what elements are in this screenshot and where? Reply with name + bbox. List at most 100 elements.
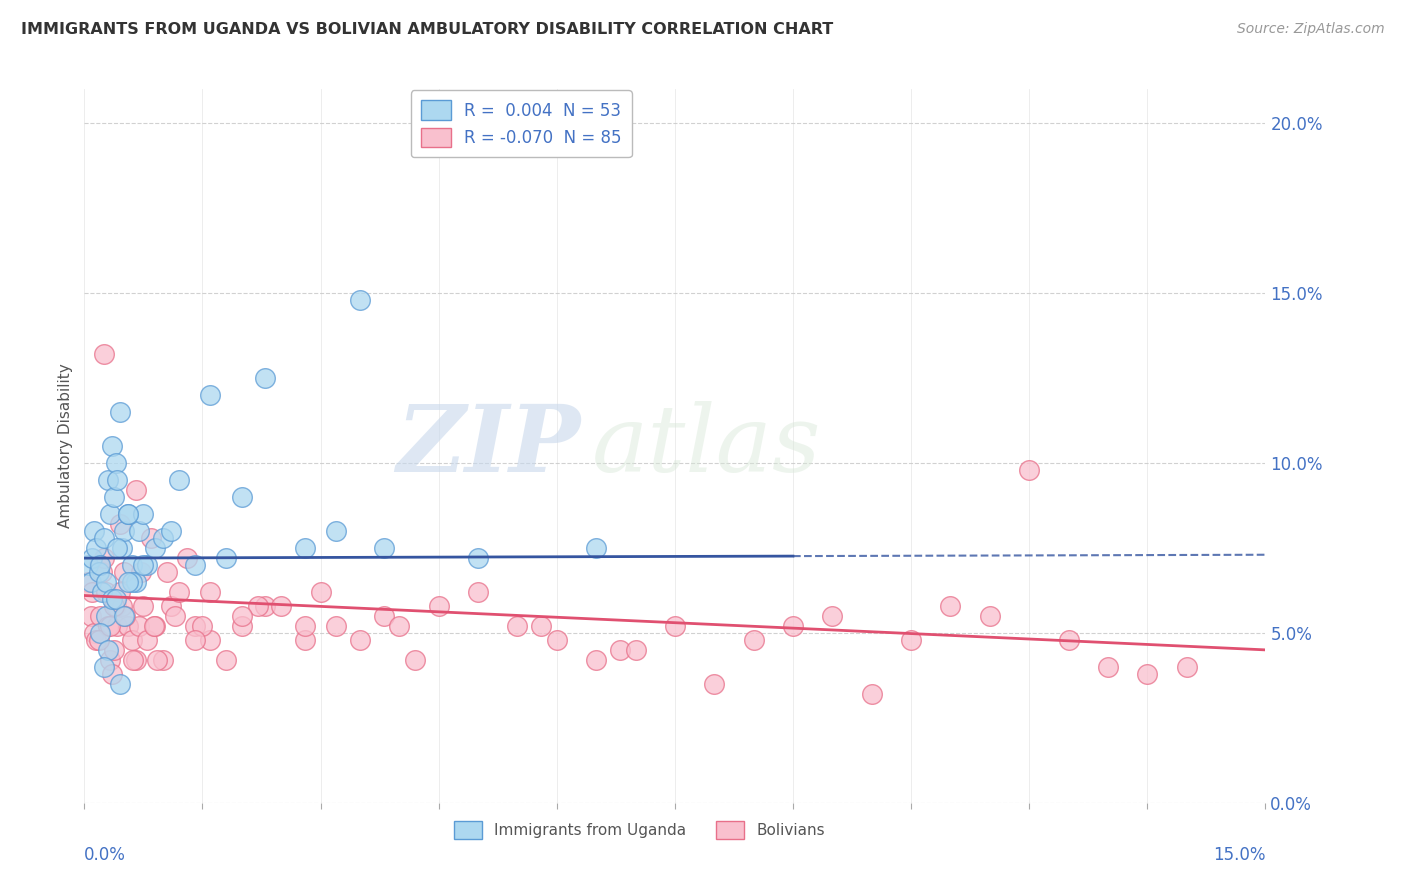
Point bbox=[427, 599, 450, 613]
Point bbox=[108, 585, 131, 599]
Point bbox=[93, 551, 115, 566]
Point bbox=[104, 599, 127, 613]
Point bbox=[404, 653, 426, 667]
Point bbox=[96, 585, 118, 599]
Point bbox=[98, 507, 121, 521]
Point bbox=[96, 608, 118, 623]
Point bbox=[506, 619, 529, 633]
Point bbox=[112, 565, 135, 579]
Point bbox=[107, 473, 129, 487]
Point bbox=[90, 585, 112, 599]
Point bbox=[349, 632, 371, 647]
Point bbox=[132, 558, 155, 572]
Text: ZIP: ZIP bbox=[396, 401, 581, 491]
Point bbox=[87, 632, 110, 647]
Point bbox=[270, 599, 292, 613]
Point bbox=[703, 677, 725, 691]
Point bbox=[609, 643, 631, 657]
Point bbox=[325, 619, 347, 633]
Point bbox=[388, 619, 411, 633]
Point bbox=[124, 574, 146, 589]
Point bbox=[107, 541, 129, 555]
Point bbox=[215, 551, 238, 566]
Point bbox=[124, 653, 146, 667]
Point bbox=[860, 687, 883, 701]
Point bbox=[191, 619, 214, 633]
Point bbox=[117, 507, 139, 521]
Text: 0.0%: 0.0% bbox=[84, 846, 127, 863]
Point bbox=[143, 541, 166, 555]
Point bbox=[97, 619, 120, 633]
Point bbox=[1057, 632, 1080, 647]
Point bbox=[101, 591, 124, 606]
Point bbox=[176, 551, 198, 566]
Point bbox=[624, 643, 647, 657]
Point bbox=[200, 388, 222, 402]
Point bbox=[84, 541, 107, 555]
Point bbox=[111, 599, 134, 613]
Point bbox=[143, 619, 166, 633]
Point bbox=[136, 558, 159, 572]
Point bbox=[782, 619, 804, 633]
Point bbox=[101, 439, 124, 453]
Point bbox=[167, 585, 190, 599]
Point bbox=[939, 599, 962, 613]
Point bbox=[231, 619, 253, 633]
Point bbox=[467, 585, 489, 599]
Point bbox=[82, 551, 104, 566]
Point bbox=[89, 608, 111, 623]
Point bbox=[200, 585, 222, 599]
Point bbox=[93, 531, 115, 545]
Point bbox=[585, 653, 607, 667]
Point bbox=[84, 632, 107, 647]
Text: IMMIGRANTS FROM UGANDA VS BOLIVIAN AMBULATORY DISABILITY CORRELATION CHART: IMMIGRANTS FROM UGANDA VS BOLIVIAN AMBUL… bbox=[21, 22, 834, 37]
Point bbox=[132, 599, 155, 613]
Point bbox=[128, 524, 150, 538]
Point bbox=[160, 599, 183, 613]
Point bbox=[122, 653, 145, 667]
Point bbox=[87, 565, 110, 579]
Point bbox=[373, 541, 395, 555]
Point bbox=[467, 551, 489, 566]
Point bbox=[114, 608, 136, 623]
Point bbox=[79, 574, 101, 589]
Point bbox=[97, 643, 120, 657]
Point bbox=[200, 632, 222, 647]
Point bbox=[129, 565, 152, 579]
Point bbox=[83, 626, 105, 640]
Point bbox=[160, 524, 183, 538]
Point bbox=[89, 558, 111, 572]
Text: Source: ZipAtlas.com: Source: ZipAtlas.com bbox=[1237, 22, 1385, 37]
Point bbox=[373, 608, 395, 623]
Point bbox=[112, 608, 135, 623]
Point bbox=[104, 456, 127, 470]
Text: 15.0%: 15.0% bbox=[1213, 846, 1265, 863]
Point bbox=[215, 653, 238, 667]
Point bbox=[163, 608, 186, 623]
Point bbox=[325, 524, 347, 538]
Point bbox=[136, 632, 159, 647]
Point bbox=[93, 347, 115, 361]
Point bbox=[87, 558, 110, 572]
Point bbox=[117, 507, 139, 521]
Point bbox=[152, 653, 174, 667]
Point bbox=[742, 632, 765, 647]
Point bbox=[121, 574, 143, 589]
Point bbox=[77, 574, 100, 589]
Point bbox=[900, 632, 922, 647]
Point bbox=[103, 599, 125, 613]
Point bbox=[146, 653, 169, 667]
Point bbox=[132, 507, 155, 521]
Point bbox=[121, 558, 143, 572]
Point bbox=[530, 619, 553, 633]
Point bbox=[152, 531, 174, 545]
Point bbox=[183, 558, 205, 572]
Point bbox=[83, 524, 105, 538]
Point bbox=[183, 619, 205, 633]
Point bbox=[77, 558, 100, 572]
Point bbox=[112, 524, 135, 538]
Point bbox=[142, 619, 165, 633]
Point bbox=[93, 660, 115, 674]
Legend: Immigrants from Uganda, Bolivians: Immigrants from Uganda, Bolivians bbox=[449, 815, 831, 845]
Point bbox=[254, 371, 277, 385]
